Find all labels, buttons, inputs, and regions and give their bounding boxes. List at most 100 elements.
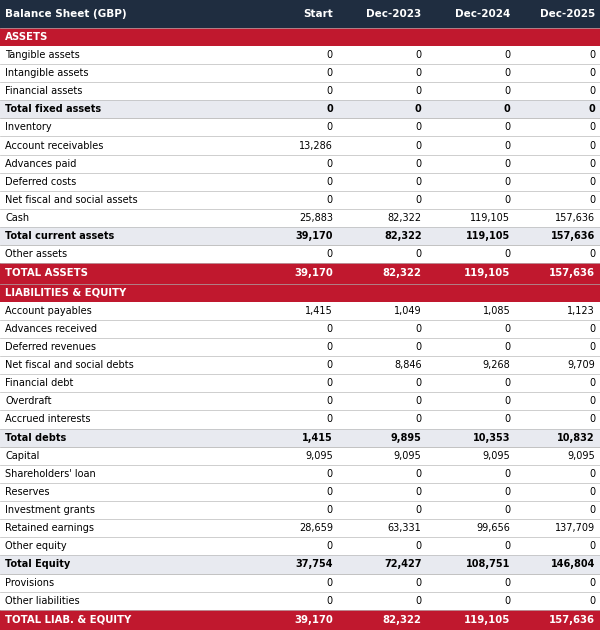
Bar <box>0 46 600 64</box>
Text: 0: 0 <box>504 415 511 425</box>
Text: ASSETS: ASSETS <box>5 32 49 42</box>
Text: 99,656: 99,656 <box>476 523 511 533</box>
Text: Dec-2023: Dec-2023 <box>367 9 422 19</box>
Text: Overdraft: Overdraft <box>5 396 52 406</box>
Text: 0: 0 <box>589 469 595 479</box>
Text: 9,709: 9,709 <box>567 360 595 370</box>
Text: 119,105: 119,105 <box>464 615 511 625</box>
Bar <box>0 64 600 82</box>
Text: 0: 0 <box>326 195 333 205</box>
Text: Financial debt: Financial debt <box>5 378 73 388</box>
Text: 0: 0 <box>589 415 595 425</box>
Text: 157,636: 157,636 <box>551 231 595 241</box>
Text: LIABILITIES & EQUITY: LIABILITIES & EQUITY <box>5 288 126 297</box>
Text: 1,415: 1,415 <box>302 433 333 443</box>
Text: Intangible assets: Intangible assets <box>5 68 89 78</box>
Text: Total Equity: Total Equity <box>5 559 70 570</box>
Text: 0: 0 <box>326 396 333 406</box>
Text: Deferred revenues: Deferred revenues <box>5 342 96 352</box>
Text: 0: 0 <box>589 86 595 96</box>
Text: 9,895: 9,895 <box>391 433 422 443</box>
Text: 0: 0 <box>504 469 511 479</box>
Text: 0: 0 <box>326 249 333 259</box>
Text: 0: 0 <box>326 104 333 114</box>
Text: 0: 0 <box>589 195 595 205</box>
Text: 0: 0 <box>504 86 511 96</box>
Text: Other equity: Other equity <box>5 541 67 551</box>
Text: 0: 0 <box>503 104 511 114</box>
Text: 9,095: 9,095 <box>305 450 333 461</box>
Text: 119,105: 119,105 <box>470 213 511 223</box>
Text: 0: 0 <box>326 541 333 551</box>
Text: 10,832: 10,832 <box>557 433 595 443</box>
Text: 119,105: 119,105 <box>466 231 511 241</box>
Text: Total current assets: Total current assets <box>5 231 114 241</box>
Text: 0: 0 <box>504 50 511 60</box>
Text: 1,049: 1,049 <box>394 306 422 316</box>
Text: 39,170: 39,170 <box>294 615 333 625</box>
Text: 9,268: 9,268 <box>482 360 511 370</box>
Text: 9,095: 9,095 <box>482 450 511 461</box>
Text: 0: 0 <box>415 396 422 406</box>
Bar <box>0 338 600 356</box>
Bar <box>0 100 600 118</box>
Text: 0: 0 <box>415 249 422 259</box>
Bar <box>0 0 600 28</box>
Text: Other assets: Other assets <box>5 249 67 259</box>
Text: 0: 0 <box>415 104 422 114</box>
Text: 0: 0 <box>589 159 595 169</box>
Text: 0: 0 <box>326 415 333 425</box>
Text: 82,322: 82,322 <box>383 615 422 625</box>
Text: 0: 0 <box>588 104 595 114</box>
Bar <box>0 592 600 610</box>
Text: 0: 0 <box>504 578 511 588</box>
Text: 0: 0 <box>589 249 595 259</box>
Text: 0: 0 <box>415 122 422 132</box>
Text: 1,123: 1,123 <box>567 306 595 316</box>
Bar <box>0 82 600 100</box>
Text: 0: 0 <box>326 86 333 96</box>
Text: 157,636: 157,636 <box>555 213 595 223</box>
Text: 0: 0 <box>415 86 422 96</box>
Text: Financial assets: Financial assets <box>5 86 82 96</box>
Text: 1,085: 1,085 <box>482 306 511 316</box>
Text: 0: 0 <box>415 159 422 169</box>
Text: 146,804: 146,804 <box>551 559 595 570</box>
Text: 0: 0 <box>504 378 511 388</box>
Text: 0: 0 <box>415 469 422 479</box>
Text: 0: 0 <box>589 177 595 186</box>
Text: Total debts: Total debts <box>5 433 66 443</box>
Text: 0: 0 <box>415 140 422 151</box>
Bar <box>0 28 600 46</box>
Text: 0: 0 <box>589 324 595 334</box>
Text: Advances paid: Advances paid <box>5 159 76 169</box>
Text: 108,751: 108,751 <box>466 559 511 570</box>
Text: 8,846: 8,846 <box>394 360 422 370</box>
Text: 0: 0 <box>415 195 422 205</box>
Text: Deferred costs: Deferred costs <box>5 177 76 186</box>
Text: Inventory: Inventory <box>5 122 52 132</box>
Text: 0: 0 <box>504 159 511 169</box>
Text: 0: 0 <box>326 50 333 60</box>
Text: 0: 0 <box>326 159 333 169</box>
Text: 0: 0 <box>589 596 595 605</box>
Bar <box>0 410 600 428</box>
Text: 0: 0 <box>415 378 422 388</box>
Bar <box>0 284 600 302</box>
Text: 0: 0 <box>326 505 333 515</box>
Text: 157,636: 157,636 <box>549 268 595 278</box>
Bar <box>0 537 600 556</box>
Text: 0: 0 <box>504 140 511 151</box>
Text: 28,659: 28,659 <box>299 523 333 533</box>
Text: Dec-2024: Dec-2024 <box>455 9 511 19</box>
Text: 0: 0 <box>504 122 511 132</box>
Text: 0: 0 <box>415 324 422 334</box>
Text: 0: 0 <box>504 177 511 186</box>
Text: 82,322: 82,322 <box>388 213 422 223</box>
Bar <box>0 392 600 410</box>
Bar <box>0 573 600 592</box>
Bar <box>0 263 600 284</box>
Text: 157,636: 157,636 <box>549 615 595 625</box>
Text: 0: 0 <box>504 505 511 515</box>
Bar <box>0 610 600 630</box>
